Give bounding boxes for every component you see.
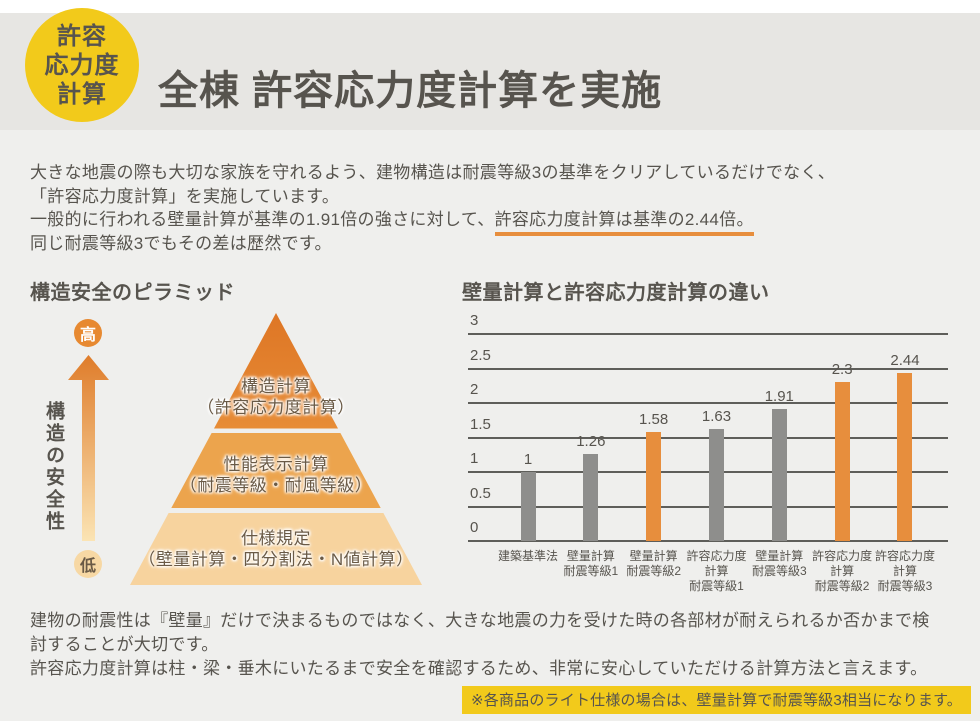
outro-paragraph: 建物の耐震性は『壁量』だけで決まるものではなく、大きな地震の力を受けた時の各部材…: [30, 609, 930, 681]
outro-line: 許容応力度計算は柱・梁・垂木にいたるまで安全を確認するため、非常に安心していただ…: [30, 659, 928, 678]
bar-value-label: 1.91: [764, 388, 794, 405]
intro-line: 大きな地震の際も大切な家族を守れるよう、建物構造は耐震等級3の基準をクリアしてい…: [30, 163, 836, 182]
x-axis-category-label: 許容応力度 計算 耐震等級1: [686, 549, 747, 593]
pyramid-tier-bottom-label: 仕様規定 （壁量計算・四分割法・N値計算）: [130, 528, 422, 570]
top-strip: [0, 0, 980, 13]
chart-gridline: [468, 436, 948, 439]
tier-label-line: 仕様規定: [241, 529, 311, 548]
x-axis-category-label: 壁量計算 耐震等級3: [751, 549, 807, 578]
badge-line: 計算: [57, 80, 107, 108]
y-axis-tick-label: 1.5: [470, 415, 491, 433]
chart-gridline: [468, 367, 948, 370]
bar-value-label: 2.44: [890, 352, 920, 369]
outro-line: 建物の耐震性は『壁量』だけで決まるものではなく、大きな地震の力を受けた時の各部材…: [30, 611, 930, 630]
x-axis-category-label: 建築基準法: [497, 549, 558, 563]
tier-label-line: （耐震等級・耐風等級）: [179, 476, 373, 495]
bar: [520, 472, 536, 541]
pyramid-tier-middle-label: 性能表示計算 （耐震等級・耐風等級）: [130, 454, 422, 496]
pyramid-tier-bottom: [130, 513, 422, 585]
badge-line: 許容: [57, 22, 107, 50]
intro-line3-underlined: 許容応力度計算は基準の2.44倍。: [494, 210, 754, 236]
structural-safety-axis-label: 構造の安全性: [43, 401, 64, 533]
intro-line3-prefix: 一般的に行われる壁量計算が基準の1.91倍の強さに対して、: [30, 210, 495, 229]
bar-chart: 3 2.5 2 1.5 1 0.5 0 1 建築基準法 1.26 壁量計算 耐震等級1 1.58 壁量計…: [468, 312, 948, 615]
x-axis-category-label: 壁量計算 耐震等級2: [626, 549, 681, 578]
tier-label-line: （許容応力度計算）: [197, 398, 355, 417]
bar-value-label: 1.58: [639, 411, 669, 428]
pyramid-tier-top-label: 構造計算 （許容応力度計算）: [130, 376, 422, 418]
bar: [834, 382, 850, 541]
x-axis-category-label: 壁量計算 耐震等級1: [563, 549, 619, 578]
pyramid-tier-top: [214, 313, 338, 429]
bar-value-label: 1: [523, 451, 533, 468]
bar: [897, 373, 913, 541]
footnote-highlight: ※各商品のライト仕様の場合は、壁量計算で耐震等級3相当になります。: [461, 686, 971, 714]
bar-value-label: 1.26: [576, 433, 606, 450]
bar: [771, 409, 787, 541]
y-axis-tick-label: 0.5: [470, 484, 491, 502]
bar-value-label: 1.63: [701, 408, 732, 425]
chart-gridline: [468, 505, 948, 508]
chart-gridline: [468, 471, 948, 473]
bar: [646, 432, 662, 541]
tier-label-line: （壁量計算・四分割法・N値計算）: [138, 550, 414, 569]
outro-line: 討することが大切です。: [30, 635, 219, 654]
x-axis-category-label: 許容応力度 計算 耐震等級2: [812, 549, 873, 593]
bar: [708, 429, 724, 541]
intro-line: 一般的に行われる壁量計算が基準の1.91倍の強さに対して、許容応力度計算は基準の…: [30, 208, 835, 236]
header-band: [0, 13, 980, 130]
intro-line: 「許容応力度計算」を実施しています。: [30, 186, 340, 206]
bar-value-label: 2.3: [831, 361, 853, 378]
y-axis-tick-label: 3: [470, 312, 479, 329]
intro-line: 同じ耐震等級3でもその差は歴然です。: [30, 233, 332, 253]
high-circle-label: 高: [74, 319, 102, 347]
y-axis-tick-label: 0: [470, 519, 479, 536]
pyramid-graphic: [130, 313, 422, 585]
badge-line: 応力度: [44, 51, 120, 79]
chart-gridline: [468, 333, 948, 335]
y-axis-tick-label: 1: [470, 450, 479, 467]
pyramid-section-title: 構造安全のピラミッド: [30, 282, 235, 304]
y-axis-tick-label: 2.5: [470, 346, 491, 364]
up-arrow-icon: [68, 355, 109, 541]
low-circle-label: 低: [74, 550, 102, 578]
pyramid-tier-middle: [171, 433, 381, 508]
chart-title: 壁量計算と許容応力度計算の違い: [462, 282, 770, 304]
tier-label-line: 構造計算: [241, 377, 311, 396]
allowable-stress-badge: 許容 応力度 計算: [25, 8, 139, 122]
x-axis-category-label: 許容応力度 計算 耐震等級3: [874, 549, 935, 593]
chart-gridline: [468, 402, 948, 404]
page-title: 全棟 許容応力度計算を実施: [158, 69, 663, 113]
chart-gridline: [468, 540, 948, 542]
intro-paragraph: 大きな地震の際も大切な家族を守れるよう、建物構造は耐震等級3の基準をクリアしてい…: [30, 161, 835, 255]
bar: [583, 454, 599, 541]
tier-label-line: 性能表示計算: [223, 455, 329, 474]
y-axis-tick-label: 2: [470, 381, 479, 398]
